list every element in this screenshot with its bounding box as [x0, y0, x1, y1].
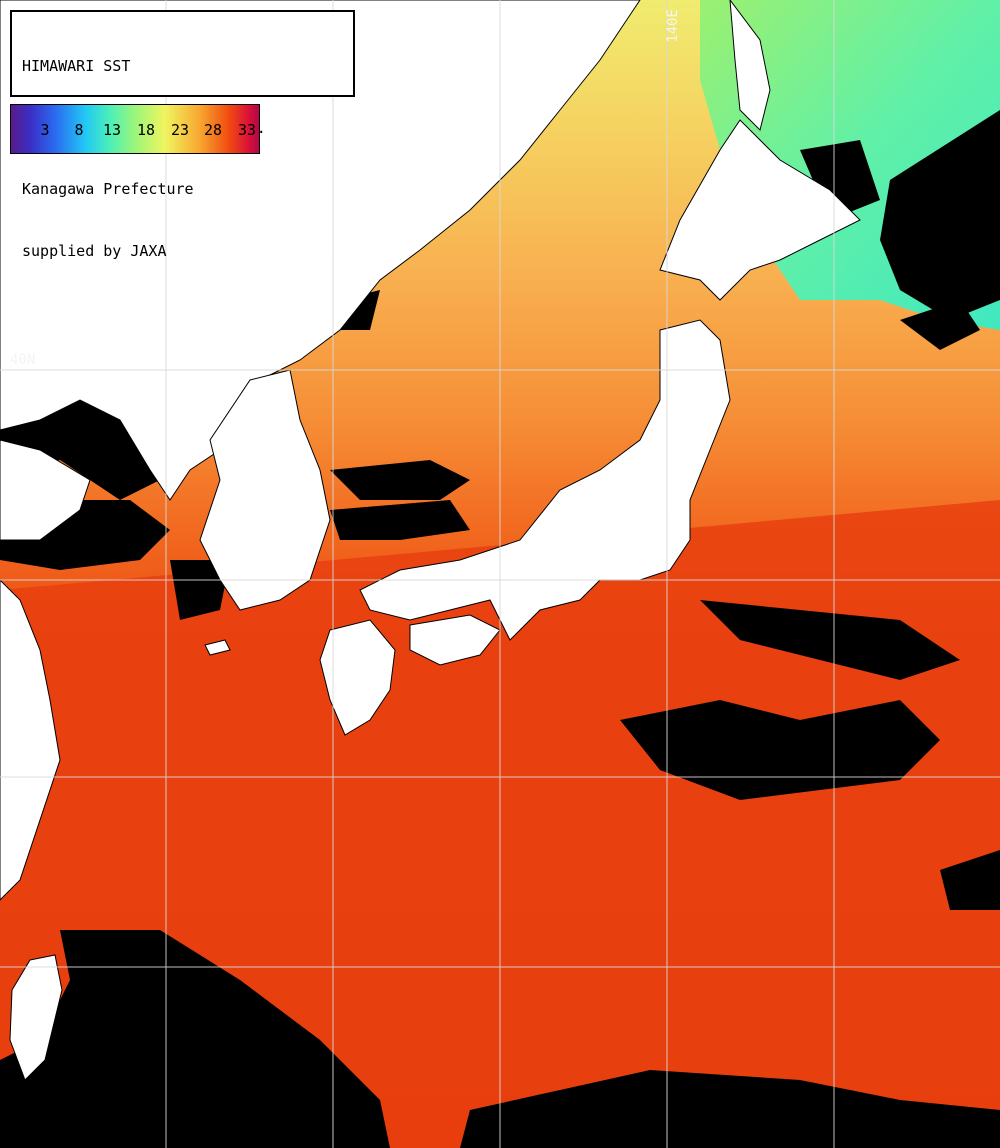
land-island — [204, 639, 231, 656]
cloud-cover — [0, 110, 1000, 1148]
product-title: HIMAWARI SST — [22, 57, 131, 75]
land-taiwan — [9, 954, 63, 1081]
region-name: Kanagawa Prefecture — [22, 180, 194, 198]
land-shikoku — [409, 614, 501, 666]
land-korea — [199, 369, 331, 611]
data-source: supplied by JAXA — [22, 241, 167, 260]
lon-label-140e: 140E — [664, 9, 681, 43]
legend-tick: 18 — [136, 121, 156, 139]
legend-tick: 8 — [74, 121, 84, 139]
land-hokkaido — [659, 119, 861, 301]
legend-tick: 28 — [203, 121, 223, 139]
color-legend: 3 8 13 18 23 28 33 — [10, 104, 260, 154]
legend-tick: 13 — [102, 121, 122, 139]
legend-tick: 3 — [40, 121, 50, 139]
land-kyushu — [319, 619, 396, 736]
land-sakhalin — [729, 0, 771, 131]
lat-label-30n: 30N — [18, 760, 44, 776]
land-china-coast — [0, 439, 91, 541]
legend-tick: 33 — [237, 121, 257, 139]
lat-label-40n: 40N — [10, 352, 36, 368]
info-box: HIMAWARI SST 2025/09/15 17(UTC) 3H Comp.… — [10, 10, 355, 260]
land-china-south — [0, 579, 61, 901]
legend-tick: 23 — [170, 121, 190, 139]
